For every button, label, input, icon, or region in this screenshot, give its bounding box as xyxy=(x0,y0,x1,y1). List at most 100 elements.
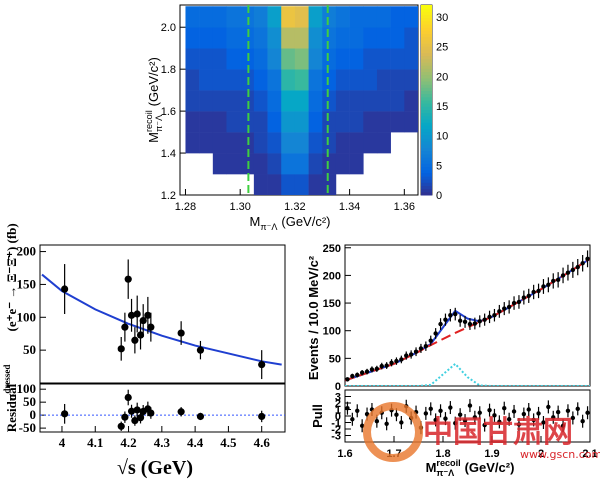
heat-cell xyxy=(267,111,282,133)
heat-cell xyxy=(267,48,282,70)
data-point xyxy=(492,413,497,418)
data-point xyxy=(546,282,551,288)
heat-cell xyxy=(281,174,296,195)
heat-cell xyxy=(322,6,337,28)
y-tick-label: 100 xyxy=(17,309,37,324)
y-tick-label: 250 xyxy=(323,243,341,255)
heat-cell xyxy=(322,27,337,49)
heat-cell xyxy=(308,153,323,175)
heat-cell xyxy=(212,27,227,49)
heat-cell xyxy=(404,48,418,70)
heat-cell xyxy=(294,111,309,133)
colorbar-segment xyxy=(421,100,432,104)
data-point xyxy=(384,421,389,426)
colorbar-segment xyxy=(421,24,432,28)
heat-cell xyxy=(294,69,309,91)
heat-cell xyxy=(281,48,296,70)
colorbar-segment xyxy=(421,103,432,107)
data-point xyxy=(433,417,438,423)
data-point xyxy=(61,285,69,293)
data-point xyxy=(536,411,541,416)
data-point xyxy=(453,420,458,426)
y-tick-label: -50 xyxy=(19,420,36,435)
data-point xyxy=(177,408,185,416)
x-tick-label: 1.30 xyxy=(229,201,250,213)
heat-cell xyxy=(185,90,200,112)
heat-cell xyxy=(199,6,214,28)
heat-cell xyxy=(226,6,241,28)
x-tick-label: 2.1 xyxy=(582,448,597,460)
heat-cell xyxy=(199,111,214,133)
heat-cell xyxy=(363,69,378,91)
heat-cell xyxy=(322,111,337,133)
heat-cell xyxy=(212,48,227,70)
colorbar-segment xyxy=(421,112,432,117)
colorbar-segment xyxy=(421,122,432,126)
data-point xyxy=(438,408,443,413)
heat-cell xyxy=(281,69,296,91)
colorbar-segment xyxy=(421,185,432,190)
axis-label-part: π⁻Λ xyxy=(436,468,454,478)
axis-label-part: Residual xyxy=(4,383,19,432)
data-point xyxy=(394,358,399,364)
heat-cell xyxy=(281,90,296,112)
plot-body xyxy=(41,259,282,380)
heat-cell xyxy=(363,111,378,133)
colorbar-segment xyxy=(421,163,432,167)
y-tick-label: 200 xyxy=(17,244,37,259)
axis-label-part: (GeV/c²) xyxy=(146,57,161,106)
heat-cell xyxy=(335,69,350,91)
colorbar-segment xyxy=(421,119,432,123)
x-tick-label: 4.4 xyxy=(187,435,204,450)
data-point xyxy=(399,357,404,362)
colorbar-segment xyxy=(421,106,432,110)
data-point xyxy=(511,409,517,414)
axis-label-part: σ xyxy=(4,394,19,401)
colorbar-segment xyxy=(421,30,432,34)
y-tick-label: 100 xyxy=(323,326,341,338)
colorbar-segment xyxy=(421,191,432,196)
x-tick-label: 4.5 xyxy=(220,435,237,450)
data-point xyxy=(404,353,409,358)
colorbar-segment xyxy=(421,166,432,171)
heat-cell xyxy=(335,27,350,49)
heat-cell xyxy=(240,27,255,49)
colorbar-segment xyxy=(421,84,432,88)
data-point xyxy=(502,406,507,411)
data-point xyxy=(136,414,145,422)
data-point xyxy=(121,323,129,331)
y-tick-label: 50 xyxy=(23,342,36,357)
colorbar-segment xyxy=(421,153,432,158)
colorbar-segment xyxy=(421,160,432,164)
plot-body xyxy=(345,399,590,435)
heat-cell xyxy=(226,90,241,112)
data-point xyxy=(196,412,205,421)
heat-cell xyxy=(185,27,200,49)
data-point xyxy=(147,323,155,331)
heat-cell xyxy=(199,48,214,70)
data-point xyxy=(443,416,448,421)
colorbar-segment xyxy=(421,125,432,129)
y-tick-label: -2 xyxy=(331,424,341,436)
heat-cell xyxy=(253,111,268,133)
heat-cell xyxy=(376,48,391,70)
heat-cell xyxy=(226,111,241,133)
colorbar-segment xyxy=(421,8,432,12)
data-point xyxy=(369,367,375,372)
plot-frame xyxy=(39,244,286,384)
data-point xyxy=(536,288,541,294)
data-point xyxy=(506,417,512,422)
heat-cell xyxy=(390,69,405,91)
data-point xyxy=(423,343,429,349)
data-point xyxy=(131,336,139,344)
data-point xyxy=(61,410,69,418)
heat-cell xyxy=(253,27,268,49)
colorbar-segment xyxy=(421,134,432,139)
data-point xyxy=(399,420,404,425)
colorbar-segment xyxy=(421,182,432,186)
heat-cell xyxy=(294,153,309,175)
data-point xyxy=(560,273,566,278)
data-point xyxy=(467,403,473,408)
data-point xyxy=(531,417,536,423)
data-point xyxy=(570,267,576,273)
